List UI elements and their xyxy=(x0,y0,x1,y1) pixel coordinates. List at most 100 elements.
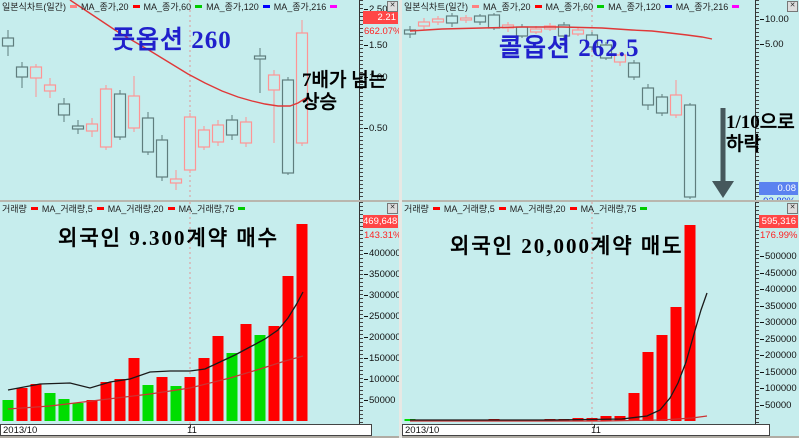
volume-bar xyxy=(86,400,98,421)
legend-item-label: MA_거래량,20 xyxy=(509,204,566,214)
change-percent-label: -93.89% xyxy=(760,196,796,202)
legend-marker-icon xyxy=(664,5,672,8)
candle-body xyxy=(445,15,459,24)
axis-tick-label: 400000 xyxy=(760,284,797,295)
axis-tick-label: 250000 xyxy=(364,311,399,322)
volume-bar xyxy=(296,224,308,421)
volume-bar xyxy=(282,276,294,421)
axis-tick-label: 50000 xyxy=(364,395,395,406)
candle-body xyxy=(211,124,225,143)
legend-marker-icon xyxy=(96,207,104,210)
call-price-chart-canvas[interactable] xyxy=(402,0,756,202)
legend-marker-icon xyxy=(569,207,577,210)
legend-marker-icon xyxy=(732,5,740,8)
legend-item-label: MA_거래량,20 xyxy=(107,204,164,214)
candle-body xyxy=(557,24,571,37)
candle-body xyxy=(267,74,281,91)
put-option-chart-window: 일본식차트(일간) MA_종가,20 MA_종가,60 MA_종가,120 MA_종가,… xyxy=(0,0,402,438)
candle-body xyxy=(43,84,57,92)
axis-tick-label: 350000 xyxy=(760,301,797,312)
x-axis-tick xyxy=(190,424,191,428)
axis-tick-label: 450000 xyxy=(760,268,797,279)
candle-body xyxy=(225,119,239,136)
volume-ma-line-red xyxy=(7,355,304,410)
axis-tick-label: 250000 xyxy=(760,334,797,345)
call-price-y-axis: 10.00 5.00 0.08 -93.89% xyxy=(755,0,799,200)
legend-marker-icon xyxy=(238,207,246,210)
volume-bar xyxy=(684,225,696,421)
axis-tick-label: 1.50 xyxy=(364,40,388,51)
candle-body xyxy=(403,29,417,35)
change-percent-label: 143.31% xyxy=(364,230,399,241)
call-volume-chart-canvas[interactable] xyxy=(402,202,756,424)
volume-bar xyxy=(600,416,612,421)
axis-tick-label: 150000 xyxy=(760,367,797,378)
legend-title: 일본식차트(일간) xyxy=(404,2,468,12)
axis-tick-label: 100000 xyxy=(760,383,797,394)
put-price-y-axis: 2.50 1.50 1.00 0.50 2.21 662.07% xyxy=(359,0,399,200)
volume-bar xyxy=(16,388,28,421)
legend-marker-icon xyxy=(167,207,175,210)
candle-body xyxy=(239,121,253,144)
candle-body xyxy=(613,54,627,63)
volume-bar xyxy=(170,386,182,421)
candle-body xyxy=(155,139,169,178)
close-icon[interactable]: ✕ xyxy=(387,203,398,214)
legend-marker-icon xyxy=(330,5,338,8)
put-rise-annotation: 7배가 넘는 상승 xyxy=(302,70,387,113)
legend-item-label: MA_종가,20 xyxy=(80,2,129,12)
put-x-axis: 2013/10 11 xyxy=(0,424,372,436)
candle-body xyxy=(127,95,141,129)
close-icon[interactable]: ✕ xyxy=(787,1,798,12)
volume-bar xyxy=(156,377,168,421)
candle-body xyxy=(99,88,113,148)
change-percent-label: 176.99% xyxy=(760,230,798,241)
call-price-pane: 일본식차트(일간) MA_종가,20 MA_종가,60 MA_종가,120 MA_종가,… xyxy=(402,0,799,202)
call-volume-y-axis: 500000 450000 400000 350000 300000 250000 2000… xyxy=(755,202,799,424)
volume-bar xyxy=(2,400,14,421)
volume-bar xyxy=(240,324,252,421)
candle-body xyxy=(641,87,655,106)
axis-tick-label: 300000 xyxy=(760,317,797,328)
x-axis-tick xyxy=(594,424,595,428)
legend-marker-icon xyxy=(69,5,77,8)
legend-marker-icon xyxy=(471,5,479,8)
legend-title: 거래량 xyxy=(2,204,27,214)
volume-bar xyxy=(212,336,224,421)
candle-body xyxy=(571,29,585,35)
legend-item-label: MA_거래량,75 xyxy=(178,204,235,214)
axis-tick-label: 500000 xyxy=(760,251,797,262)
axis-tick-label: 300000 xyxy=(364,290,399,301)
volume-ma-line-black xyxy=(410,292,708,421)
x-axis-label: 11 xyxy=(187,425,197,436)
ma-line xyxy=(69,0,307,107)
volume-bar xyxy=(642,352,654,421)
legend-item-label: MA_종가,120 xyxy=(206,2,259,12)
candle-body xyxy=(487,14,501,29)
candle-body xyxy=(253,55,267,60)
axis-tick-label: 50000 xyxy=(760,400,791,411)
legend-item-label: MA_종가,216 xyxy=(675,2,729,12)
candle-body xyxy=(599,44,613,59)
volume-bar xyxy=(142,385,154,421)
legend-item-label: MA_종가,216 xyxy=(273,2,327,12)
candle-body xyxy=(627,62,641,78)
axis-tick-label: 350000 xyxy=(364,269,399,280)
legend-marker-icon xyxy=(597,5,605,8)
call-x-axis: 2013/10 11 xyxy=(402,424,770,436)
volume-bar xyxy=(656,335,668,421)
volume-ma-line-black xyxy=(7,291,304,391)
axis-tick-label: 200000 xyxy=(364,332,399,343)
volume-bar xyxy=(30,384,42,421)
legend-marker-icon xyxy=(195,5,203,8)
close-icon[interactable]: ✕ xyxy=(787,203,798,214)
candle-body xyxy=(281,79,295,174)
put-volume-chart-canvas[interactable] xyxy=(0,202,363,424)
close-icon[interactable]: ✕ xyxy=(387,1,398,12)
candle-body xyxy=(417,21,431,27)
legend-item-label: MA_종가,60 xyxy=(545,2,594,12)
call-option-chart-window: 일본식차트(일간) MA_종가,20 MA_종가,60 MA_종가,120 MA_종가,… xyxy=(402,0,799,438)
put-price-chart-canvas[interactable] xyxy=(0,0,363,202)
current-value-badge: 0.08 xyxy=(759,182,798,195)
